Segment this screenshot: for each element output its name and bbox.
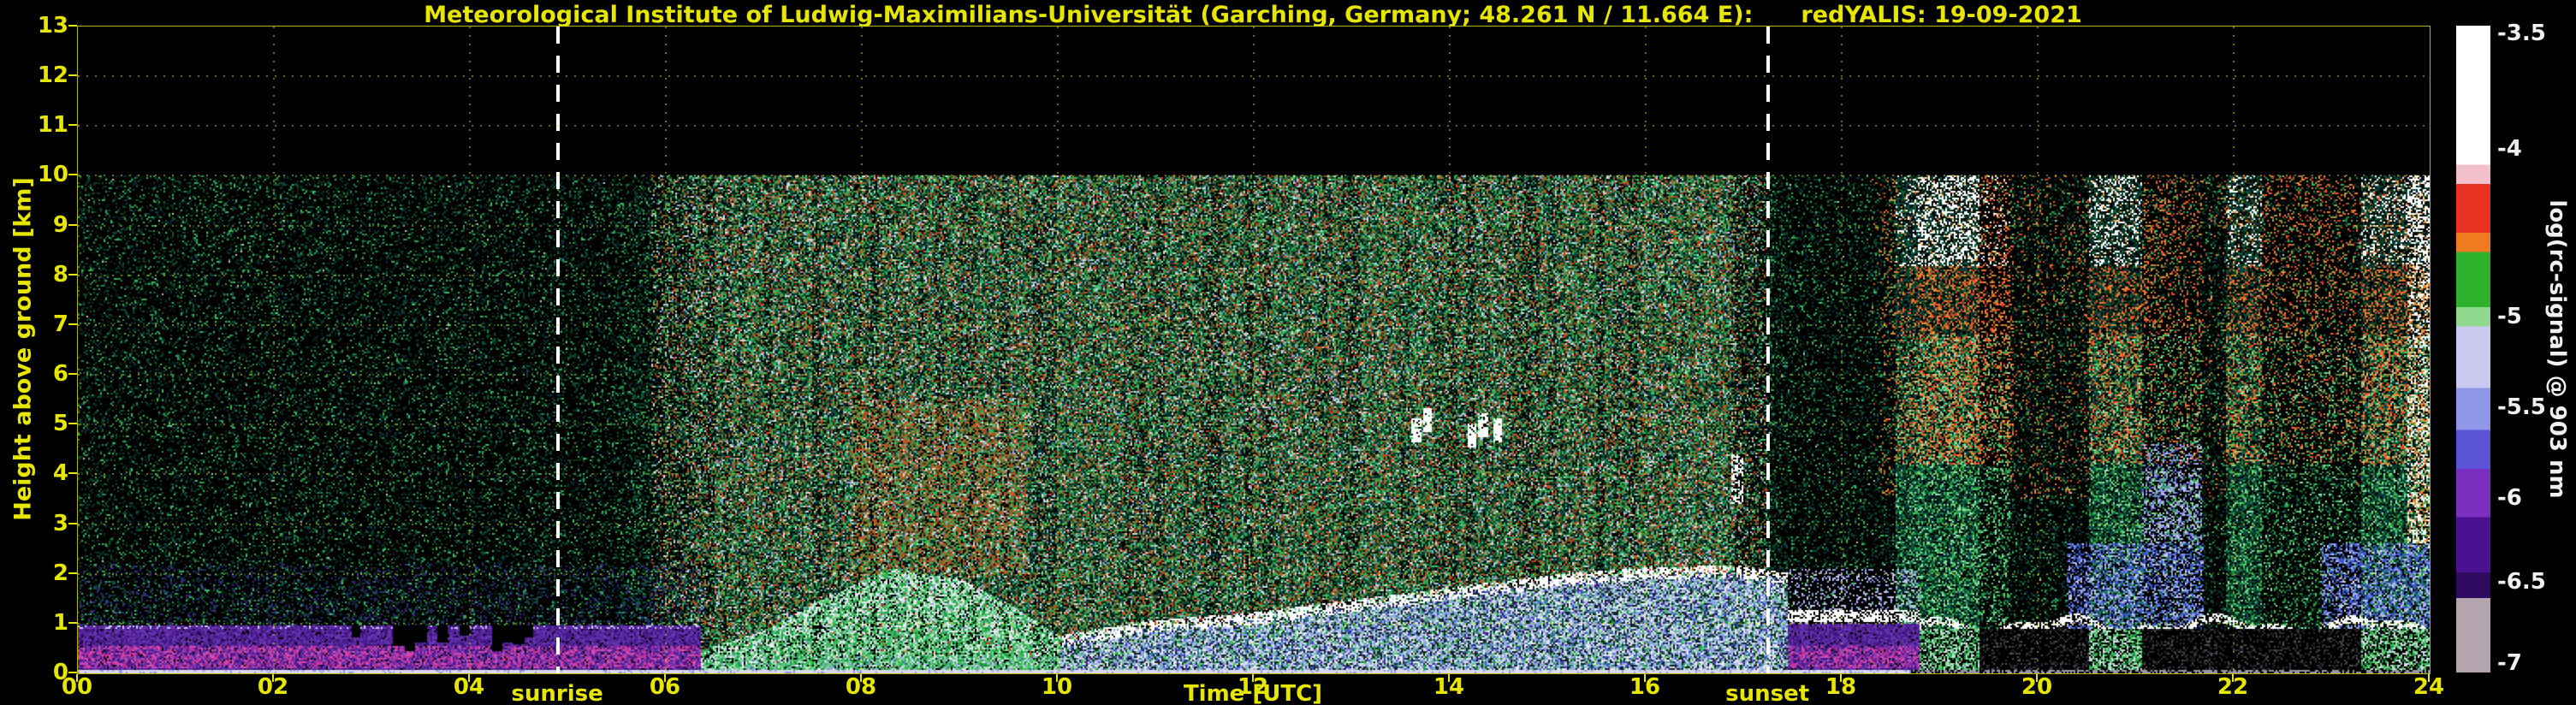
y-tick-label: 0 [52,660,68,685]
backscatter-heatmap-canvas [78,27,2430,673]
y-tick-mark [68,124,77,127]
colorbar-tick-label: -4 [2497,135,2522,162]
colorbar-tick-label: -6 [2497,484,2522,511]
x-tick-mark [2428,674,2430,682]
y-tick-mark [68,621,77,624]
figure-title: Meteorological Institute of Ludwig-Maxim… [77,2,2429,28]
y-tick-label: 10 [37,162,68,188]
title-instrument-date: redYALIS: 19-09-2021 [1801,2,2082,28]
y-tick-label: 5 [52,411,68,437]
colorbar-tick-label: -3.5 [2497,21,2546,47]
x-tick-mark [272,674,274,682]
y-tick-label: 1 [52,609,68,636]
y-tick-label: 3 [52,510,68,536]
y-tick-label: 7 [52,311,68,337]
x-tick-mark [2232,674,2234,682]
y-tick-mark [68,174,77,176]
colorbar-label: log(rc-signal) @ 903 nm [2544,199,2570,499]
y-tick-mark [68,74,77,77]
x-tick-mark [2036,674,2038,682]
x-tick-mark [1448,674,1450,682]
sunrise-line [556,27,561,673]
x-tick-mark [468,674,470,682]
y-tick-mark [68,323,77,325]
y-tick-mark [68,522,77,524]
y-tick-label: 13 [37,13,68,39]
x-tick-mark [860,674,862,682]
y-tick-label: 11 [37,112,68,139]
x-tick-mark [1644,674,1646,682]
sunrise-label: sunrise [511,681,603,705]
title-institute: Meteorological Institute of Ludwig-Maxim… [424,2,1754,28]
y-tick-mark [68,423,77,425]
y-tick-mark [68,572,77,574]
y-tick-label: 9 [52,211,68,238]
colorbar-tick-label: -5 [2497,304,2522,330]
plot-area [77,26,2431,674]
colorbar-tick-label: -6.5 [2497,569,2546,595]
y-tick-label: 6 [52,361,68,388]
y-tick-label: 2 [52,560,68,586]
x-tick-mark [1252,674,1254,682]
colorbar-tick-label: -7 [2497,649,2522,676]
colorbar [2456,26,2490,672]
x-tick-mark [1840,674,1842,682]
y-tick-mark [68,223,77,226]
x-axis-label: Time [UTC] [1183,681,1323,705]
x-tick-mark [1056,674,1058,682]
x-tick-mark [76,674,78,682]
colorbar-tick-label: -5.5 [2497,394,2546,421]
y-tick-label: 12 [37,62,68,89]
y-tick-label: 8 [52,261,68,287]
x-tick-mark [664,674,666,682]
y-tick-mark [68,472,77,475]
y-tick-mark [68,672,77,673]
sunset-line [1766,27,1771,673]
sunset-label: sunset [1725,681,1810,705]
y-tick-mark [68,25,77,27]
y-tick-mark [68,273,77,275]
y-tick-mark [68,373,77,376]
y-tick-label: 4 [52,460,68,487]
